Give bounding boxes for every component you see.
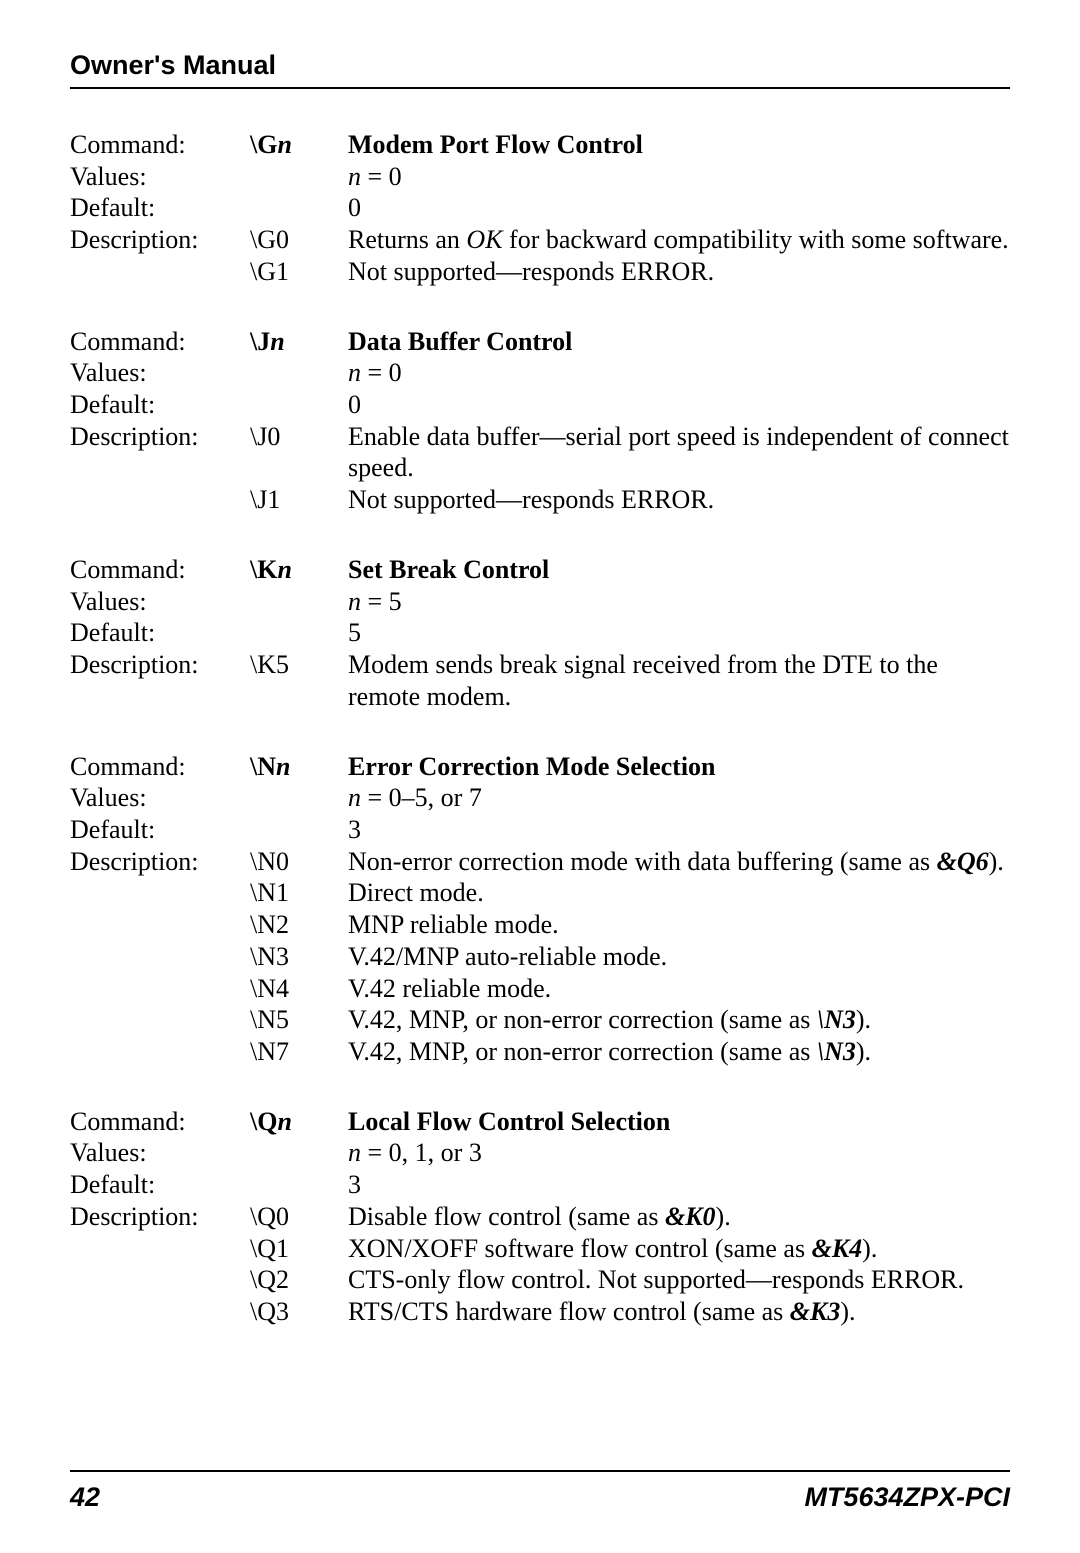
desc-text: V.42/MNP auto-reliable mode. [348, 941, 1010, 973]
label-command: Command: [70, 326, 250, 358]
label-description: Description: [70, 846, 250, 878]
desc-text: Returns an OK for backward compatibility… [348, 224, 1010, 256]
command-title: Error Correction Mode Selection [348, 751, 1010, 783]
command-block-k: Command: \Kn Set Break Control Values: n… [70, 554, 1010, 713]
values-var: n [348, 162, 361, 191]
label-default: Default: [70, 389, 250, 421]
command-title: Data Buffer Control [348, 326, 1010, 358]
command-code: \Gn [250, 129, 348, 161]
desc-text: Modem sends break signal received from t… [348, 649, 1010, 712]
cmd-prefix: \G [250, 130, 277, 159]
command-code: \Qn [250, 1106, 348, 1138]
label-command: Command: [70, 751, 250, 783]
label-default: Default: [70, 1169, 250, 1201]
command-block-j: Command: \Jn Data Buffer Control Values:… [70, 326, 1010, 516]
label-values: Values: [70, 782, 250, 814]
desc-code: \Q2 [250, 1264, 348, 1296]
desc-code: \N3 [250, 941, 348, 973]
desc-text: V.42 reliable mode. [348, 973, 1010, 1005]
desc-text: Non-error correction mode with data buff… [348, 846, 1010, 878]
command-title: Set Break Control [348, 554, 1010, 586]
page: Owner's Manual Command: \Gn Modem Port F… [0, 0, 1080, 1553]
desc-text: V.42, MNP, or non-error correction (same… [348, 1036, 1010, 1068]
label-values: Values: [70, 1137, 250, 1169]
command-code: \Kn [250, 554, 348, 586]
default-value: 3 [348, 814, 1010, 846]
desc-code: \Q1 [250, 1233, 348, 1265]
desc-code: \J0 [250, 421, 348, 484]
desc-text: CTS-only flow control. Not supported—res… [348, 1264, 1010, 1296]
label-values: Values: [70, 161, 250, 193]
values-text: n = 0, 1, or 3 [348, 1137, 1010, 1169]
label-description: Description: [70, 224, 250, 256]
desc-code: \N2 [250, 909, 348, 941]
desc-code: \K5 [250, 649, 348, 712]
desc-text: Enable data buffer—serial port speed is … [348, 421, 1010, 484]
label-description: Description: [70, 421, 250, 484]
default-value: 5 [348, 617, 1010, 649]
command-code: \Jn [250, 326, 348, 358]
page-header-title: Owner's Manual [70, 50, 1010, 89]
label-command: Command: [70, 129, 250, 161]
values-text: n = 0–5, or 7 [348, 782, 1010, 814]
label-description: Description: [70, 649, 250, 712]
desc-code: \J1 [250, 484, 348, 516]
command-block-n: Command: \Nn Error Correction Mode Selec… [70, 751, 1010, 1068]
values-text: n = 0 [348, 357, 1010, 389]
page-number: 42 [70, 1482, 100, 1513]
model-number: MT5634ZPX-PCI [804, 1482, 1010, 1513]
command-title: Modem Port Flow Control [348, 129, 1010, 161]
command-block-q: Command: \Qn Local Flow Control Selectio… [70, 1106, 1010, 1328]
desc-code: \N1 [250, 877, 348, 909]
desc-text: V.42, MNP, or non-error correction (same… [348, 1004, 1010, 1036]
values-post: = 0 [361, 162, 402, 191]
cmd-var: n [277, 130, 291, 159]
command-code: \Nn [250, 751, 348, 783]
desc-code: \G0 [250, 224, 348, 256]
desc-text: XON/XOFF software flow control (same as … [348, 1233, 1010, 1265]
desc-text: Not supported—responds ERROR. [348, 484, 1010, 516]
desc-code: \G1 [250, 256, 348, 288]
desc-code: \Q0 [250, 1201, 348, 1233]
default-value: 0 [348, 192, 1010, 224]
default-value: 0 [348, 389, 1010, 421]
label-description: Description: [70, 1201, 250, 1233]
desc-code: \N0 [250, 846, 348, 878]
desc-code: \N5 [250, 1004, 348, 1036]
command-title: Local Flow Control Selection [348, 1106, 1010, 1138]
desc-text: Disable flow control (same as &K0). [348, 1201, 1010, 1233]
label-command: Command: [70, 554, 250, 586]
values-text: n = 5 [348, 586, 1010, 618]
desc-code: \Q3 [250, 1296, 348, 1328]
desc-text: Not supported—responds ERROR. [348, 256, 1010, 288]
footer: 42 MT5634ZPX-PCI [70, 1470, 1010, 1513]
label-values: Values: [70, 357, 250, 389]
label-default: Default: [70, 814, 250, 846]
desc-code: \N7 [250, 1036, 348, 1068]
label-command: Command: [70, 1106, 250, 1138]
desc-text: RTS/CTS hardware flow control (same as &… [348, 1296, 1010, 1328]
command-block-g: Command: \Gn Modem Port Flow Control Val… [70, 129, 1010, 288]
values-text: n = 0 [348, 161, 1010, 193]
label-values: Values: [70, 586, 250, 618]
content: Command: \Gn Modem Port Flow Control Val… [70, 129, 1010, 1328]
default-value: 3 [348, 1169, 1010, 1201]
label-default: Default: [70, 192, 250, 224]
desc-text: MNP reliable mode. [348, 909, 1010, 941]
desc-code: \N4 [250, 973, 348, 1005]
desc-text: Direct mode. [348, 877, 1010, 909]
label-default: Default: [70, 617, 250, 649]
